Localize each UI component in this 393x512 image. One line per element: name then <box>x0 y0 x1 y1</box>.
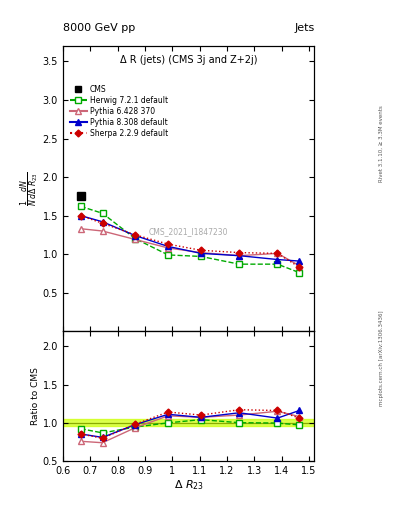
Text: mcplots.cern.ch [arXiv:1306.3436]: mcplots.cern.ch [arXiv:1306.3436] <box>379 311 384 406</box>
Y-axis label: $\frac{1}{N}\frac{dN}{d\Delta\ R_{23}}$: $\frac{1}{N}\frac{dN}{d\Delta\ R_{23}}$ <box>18 172 41 206</box>
Text: CMS_2021_I1847230: CMS_2021_I1847230 <box>149 227 228 236</box>
X-axis label: $\Delta\ R_{23}$: $\Delta\ R_{23}$ <box>174 478 204 492</box>
Legend: CMS, Herwig 7.2.1 default, Pythia 6.428 370, Pythia 8.308 default, Sherpa 2.2.9 : CMS, Herwig 7.2.1 default, Pythia 6.428 … <box>69 84 169 138</box>
Text: Δ R (jets) (CMS 3j and Z+2j): Δ R (jets) (CMS 3j and Z+2j) <box>120 55 257 65</box>
Text: Jets: Jets <box>294 23 314 33</box>
Text: 8000 GeV pp: 8000 GeV pp <box>63 23 135 33</box>
Text: Rivet 3.1.10, ≥ 3.3M events: Rivet 3.1.10, ≥ 3.3M events <box>379 105 384 182</box>
Bar <box>63 419 314 426</box>
Y-axis label: Ratio to CMS: Ratio to CMS <box>31 367 40 425</box>
